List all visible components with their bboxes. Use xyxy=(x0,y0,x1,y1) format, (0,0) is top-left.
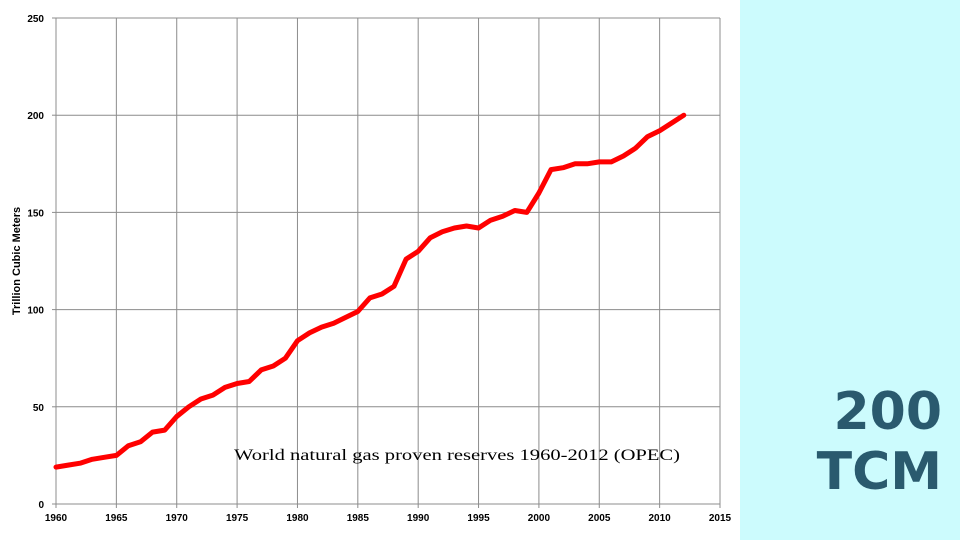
x-tick-label: 1990 xyxy=(407,513,430,524)
x-tick-label: 1965 xyxy=(105,513,128,524)
x-tick-label: 1985 xyxy=(347,513,370,524)
x-tick-label: 1995 xyxy=(467,513,490,524)
x-tick-label: 1980 xyxy=(286,513,309,524)
y-tick-label: 100 xyxy=(27,306,44,317)
y-tick-label: 250 xyxy=(27,14,44,25)
x-tick-label: 2000 xyxy=(528,513,551,524)
y-tick-label: 200 xyxy=(27,111,44,122)
line-chart: 1960 1965 1970 1975 1980 1985 1990 1995 2000 2005… xyxy=(11,14,732,524)
chart-annotation: World natural gas proven reserves 1960-2… xyxy=(234,447,680,464)
reserves-unit: TCM xyxy=(816,442,942,502)
reserves-total-label: 200 TCM xyxy=(817,382,942,502)
side-panel: 200 TCM xyxy=(740,0,960,540)
x-tick-label: 2015 xyxy=(709,513,732,524)
x-tick-label: 1970 xyxy=(166,513,189,524)
grid-lines xyxy=(52,17,721,508)
y-axis-label: Trillion Cubic Meters xyxy=(11,207,23,315)
series-line xyxy=(53,112,687,470)
x-tick-label: 1960 xyxy=(45,513,68,524)
y-tick-label: 150 xyxy=(27,208,44,219)
plot-area xyxy=(56,18,720,504)
tick-labels: 1960 1965 1970 1975 1980 1985 1990 1995 2000 2005… xyxy=(27,14,731,524)
x-tick-label: 2010 xyxy=(649,513,672,524)
x-tick-label: 2005 xyxy=(588,513,611,524)
y-tick-label: 0 xyxy=(38,500,44,511)
x-tick-label: 1975 xyxy=(226,513,249,524)
reserves-value: 200 xyxy=(833,382,942,442)
y-tick-label: 50 xyxy=(33,403,45,414)
